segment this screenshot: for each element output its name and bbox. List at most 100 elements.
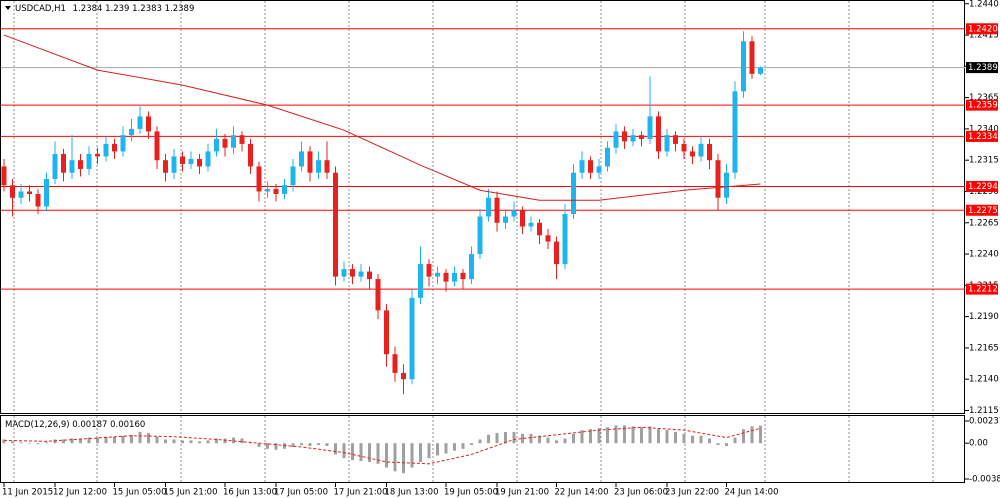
macd-bar — [376, 443, 380, 464]
macd-bar — [308, 443, 312, 447]
x-tick-label: 18 Jun 13:00 — [385, 488, 439, 498]
candle-body — [690, 151, 695, 157]
candle-body — [61, 153, 66, 173]
macd-signal — [3, 426, 761, 465]
candle-body — [239, 135, 245, 144]
candle-body — [188, 158, 194, 164]
macd-bar — [461, 443, 465, 449]
candle-body — [231, 135, 236, 148]
macd-y-tick-label: -0.00382 — [969, 475, 1000, 485]
candle-body — [664, 135, 670, 152]
macd-bar — [597, 428, 601, 444]
x-tick-label: 17 Jun 21:00 — [334, 488, 388, 498]
candle-body — [724, 172, 729, 198]
macd-bar — [572, 433, 575, 444]
macd-bar — [623, 425, 626, 444]
macd-bar — [453, 443, 456, 451]
candle-body — [341, 269, 347, 277]
macd-bar — [53, 439, 57, 444]
macd-bar — [614, 425, 618, 444]
candle-body — [78, 160, 83, 169]
candle-body — [401, 372, 406, 380]
x-tick-label: 24 Jun 14:00 — [725, 488, 779, 498]
moving-average — [3, 34, 761, 201]
candle-body — [647, 116, 653, 139]
candle-body — [681, 143, 687, 152]
macd-bar — [274, 443, 278, 450]
candle-body — [758, 67, 763, 74]
candle-body — [452, 272, 457, 282]
macd-bar — [487, 434, 490, 444]
y-tick-label: 1.2240 — [969, 250, 999, 260]
macd-bar — [529, 433, 533, 444]
candle-body — [146, 116, 151, 132]
macd-bar — [648, 426, 652, 444]
macd-bar — [725, 443, 728, 447]
macd-bar — [96, 437, 99, 444]
level-label: 1.2294 — [968, 182, 998, 192]
macd-bar — [300, 443, 303, 446]
macd-bar — [504, 431, 507, 444]
candle-body — [154, 131, 160, 161]
macd-bar — [87, 437, 91, 444]
level-box — [966, 180, 998, 192]
candle-body — [613, 131, 619, 148]
candle-body — [197, 158, 202, 167]
level-box — [966, 99, 998, 111]
macd-bar — [104, 436, 108, 444]
y-tick-label: 1.2315 — [969, 156, 999, 166]
candle-body — [248, 143, 253, 167]
candle-body — [715, 160, 721, 198]
macd-bar — [172, 439, 176, 444]
level-label: 1.2334 — [968, 132, 998, 142]
macd-bar — [393, 443, 397, 472]
candle-body — [95, 153, 100, 157]
macd-bar — [359, 443, 363, 462]
y-tick-label: 1.2140 — [969, 375, 999, 385]
candle-body — [52, 153, 58, 179]
macd-bar — [402, 443, 405, 474]
candle-body — [571, 172, 576, 215]
macd-bar — [155, 436, 159, 444]
candle-body — [732, 91, 738, 173]
macd-bar — [283, 443, 286, 449]
candle-body — [35, 193, 41, 207]
y-tick-label: 1.2115 — [969, 406, 999, 416]
macd-bar — [62, 439, 65, 444]
candle-body — [137, 116, 143, 129]
candle-body — [639, 135, 644, 139]
candle-body — [265, 188, 270, 192]
macd-bar — [742, 429, 745, 444]
candle-body — [477, 216, 483, 255]
candle-body — [316, 160, 321, 173]
candle-body — [443, 272, 449, 282]
macd-bar — [121, 435, 125, 444]
macd-frame — [0, 415, 965, 483]
macd-bar — [444, 443, 448, 454]
macd-header: MACD(12,26,9) 0.00187 0.00160 — [5, 420, 145, 430]
macd-value: 0.00187 — [72, 420, 107, 430]
header-high: 1.239 — [105, 4, 129, 14]
macd-bar — [189, 440, 193, 444]
macd-y-tick-label: 0.00237 — [969, 417, 1000, 427]
x-tick-label: 12 Jun 12:00 — [53, 488, 107, 498]
macd-bar — [45, 442, 48, 444]
macd-bar — [113, 436, 116, 444]
macd-bar — [733, 437, 737, 444]
macd-bar — [419, 443, 422, 462]
macd-bar — [70, 438, 74, 444]
macd-bar — [138, 431, 142, 444]
candle-body — [384, 310, 389, 355]
candle-body — [596, 166, 602, 173]
macd-bar — [478, 439, 482, 444]
macd-bar — [291, 443, 295, 447]
candle-body — [324, 160, 330, 173]
candle-body — [511, 210, 517, 217]
menu-triangle[interactable] — [5, 6, 11, 10]
price-frame — [0, 0, 965, 414]
x-tick-label: 17 Jun 05:00 — [274, 488, 328, 498]
level-box — [966, 130, 998, 142]
candle-body — [435, 272, 440, 277]
level-label: 1.2212 — [968, 285, 998, 295]
candle-body — [749, 41, 755, 74]
